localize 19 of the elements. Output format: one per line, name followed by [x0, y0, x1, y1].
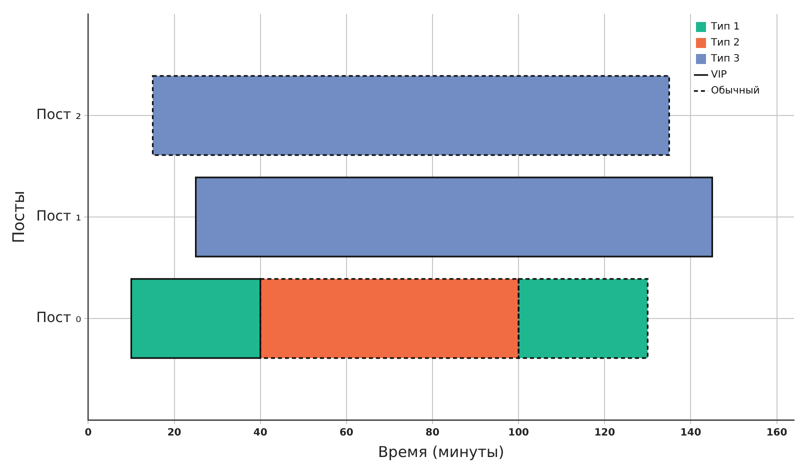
x-tick-label: 160	[766, 428, 788, 439]
x-tick-label: 0	[84, 428, 92, 439]
y-tick-label: Пост ₁	[36, 208, 82, 225]
x-tick-label: 40	[253, 428, 268, 439]
legend-label: VIP	[711, 70, 727, 81]
legend-label: Тип 3	[710, 54, 740, 65]
x-tick-label: 120	[594, 428, 616, 439]
y-tick-label: Пост ₂	[36, 107, 82, 124]
x-tick-label: 100	[508, 428, 530, 439]
x-tick-label: 140	[680, 428, 702, 439]
y-axis-title: Посты	[8, 190, 28, 244]
legend-label: Обычный	[711, 86, 760, 97]
legend-label: Тип 1	[710, 22, 740, 33]
x-axis-title: Время (минуты)	[378, 442, 504, 461]
x-tick-label: 60	[339, 428, 354, 439]
x-tick-label: 20	[167, 428, 182, 439]
legend-label: Тип 2	[710, 38, 740, 49]
y-tick-label: Пост ₀	[36, 310, 82, 326]
x-tick-label: 80	[426, 428, 440, 439]
